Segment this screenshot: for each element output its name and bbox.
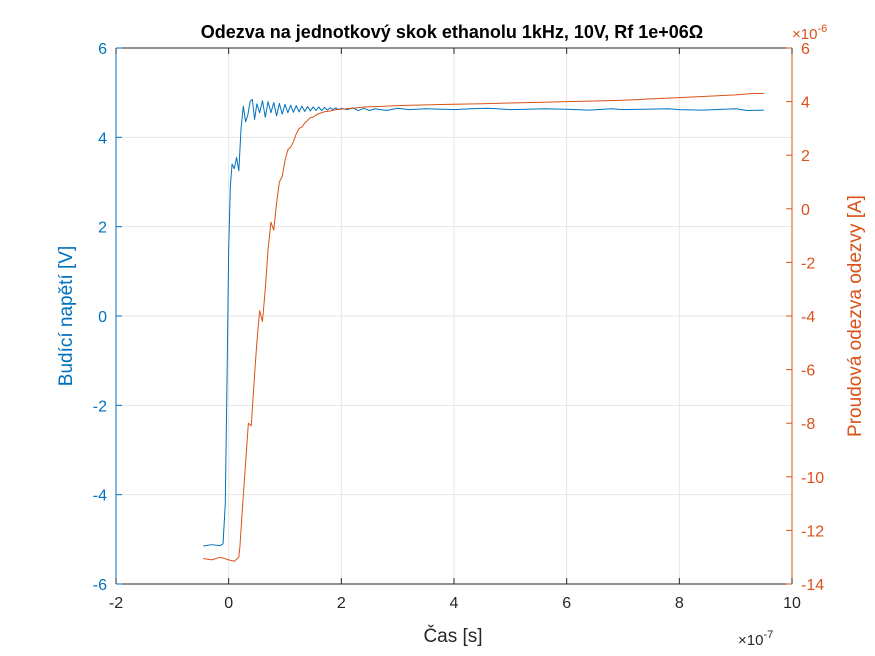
y-axis-right-exponent: ×10-6 xyxy=(792,23,827,43)
x-tick-label-1: 0 xyxy=(224,595,233,612)
y-tick-label-right-4: -6 xyxy=(801,363,815,380)
x-tick-label-4: 6 xyxy=(562,595,571,612)
x-axis-exponent-base: ×10 xyxy=(738,632,763,649)
y-tick-label-right-3: -8 xyxy=(801,416,815,433)
y-tick-label-right-9: 4 xyxy=(801,95,810,112)
y-tick-label-right-7: 0 xyxy=(801,202,810,219)
x-tick-label-0: -2 xyxy=(109,595,123,612)
y-tick-label-right-2: -10 xyxy=(801,470,824,487)
x-tick-label-3: 4 xyxy=(450,595,459,612)
x-axis-exponent-power: -7 xyxy=(763,629,773,641)
y-tick-label-right-1: -12 xyxy=(801,523,824,540)
y-tick-label-left-4: 2 xyxy=(98,220,107,237)
y-tick-label-left-5: 4 xyxy=(98,130,107,147)
grid xyxy=(116,48,792,584)
series-line-right xyxy=(203,93,764,562)
y-tick-label-left-1: -4 xyxy=(93,488,107,505)
axes xyxy=(115,47,793,585)
plot-area xyxy=(203,93,764,562)
series-line-left xyxy=(203,98,764,547)
y-axis-label-right: Proudová odezva odezvy [A] xyxy=(845,195,866,437)
tick-labels: -2 0 2 4 6 8 10 -6 -4 -2 0 2 4 6 -14 -12 -10 -8 -6 -4 -2 0 2 4 6 xyxy=(93,41,824,612)
y-tick-label-left-3: 0 xyxy=(98,309,107,326)
y-tick-label-right-0: -14 xyxy=(801,577,824,594)
y-tick-label-right-5: -4 xyxy=(801,309,815,326)
y-tick-label-left-6: 6 xyxy=(98,41,107,58)
y-axis-label-left: Budící napětí [V] xyxy=(56,246,77,386)
x-axis-exponent: ×10-7 xyxy=(738,629,773,649)
x-tick-label-2: 2 xyxy=(337,595,346,612)
y-tick-label-left-2: -2 xyxy=(93,398,107,415)
x-axis-label: Čas [s] xyxy=(423,625,482,647)
y-axis-right-exponent-base: ×10 xyxy=(792,26,817,43)
y-tick-label-right-6: -2 xyxy=(801,255,815,272)
y-tick-label-right-8: 2 xyxy=(801,148,810,165)
x-tick-label-5: 8 xyxy=(675,595,684,612)
y-axis-right-exponent-power: -6 xyxy=(817,23,827,35)
chart-title: Odezva na jednotkový skok ethanolu 1kHz,… xyxy=(201,22,703,42)
y-tick-label-right-10: 6 xyxy=(801,41,810,58)
y-tick-label-left-0: -6 xyxy=(93,577,107,594)
x-tick-label-6: 10 xyxy=(783,595,801,612)
